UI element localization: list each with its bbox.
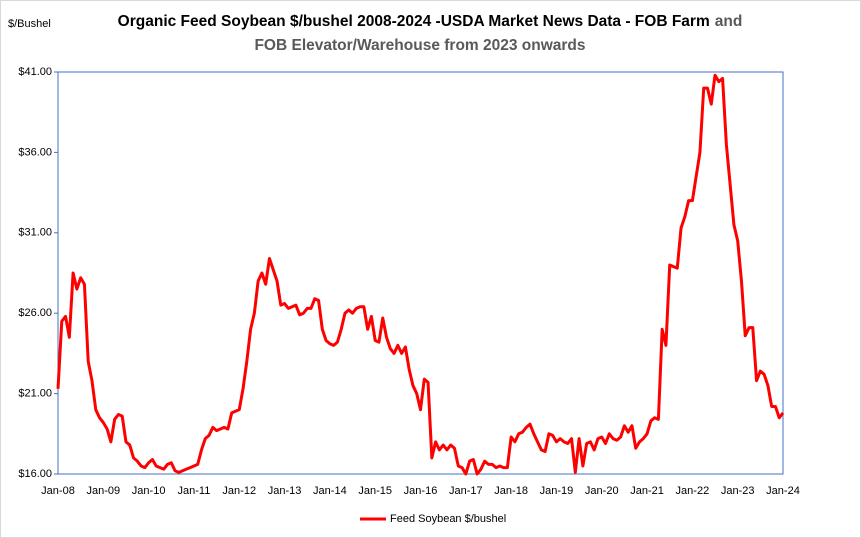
x-tick-label: Jan-15 [358, 485, 392, 497]
y-tick-label: $41.00 [18, 66, 52, 78]
y-axis-label: $/Bushel [8, 18, 51, 30]
y-tick-label: $36.00 [18, 146, 52, 158]
x-tick-label: Jan-10 [132, 485, 166, 497]
x-tick-label: Jan-19 [540, 485, 574, 497]
x-tick-label: Jan-11 [178, 485, 211, 497]
y-tick-label: $31.00 [18, 227, 52, 239]
x-tick-label: Jan-12 [222, 485, 256, 497]
x-tick-label: Jan-18 [494, 485, 528, 497]
x-tick-label: Jan-24 [766, 485, 800, 497]
y-tick-label: $21.00 [18, 388, 52, 400]
chart-title: FOB Elevator/Warehouse from 2023 onwards [254, 37, 585, 54]
x-tick-label: Jan-14 [313, 485, 347, 497]
title-segment: and [715, 13, 743, 30]
legend-label: Feed Soybean $/bushel [390, 513, 506, 525]
y-tick-label: $16.00 [18, 468, 52, 480]
title-segment: FOB Elevator/Warehouse from 2023 onwards [254, 37, 585, 54]
x-tick-label: Jan-13 [268, 485, 302, 497]
x-tick-label: Jan-22 [676, 485, 710, 497]
plot-area [57, 71, 784, 475]
data-line [56, 73, 785, 476]
x-tick-label: Jan-09 [86, 485, 120, 497]
chart-title: Organic Feed Soybean $/bushel 2008-2024 … [118, 13, 743, 30]
y-tick-label: $26.00 [18, 307, 52, 319]
x-tick-label: Jan-21 [630, 485, 664, 497]
x-tick-label: Jan-20 [585, 485, 619, 497]
title-segment: Organic Feed Soybean $/bushel 2008-2024 … [118, 13, 710, 30]
x-tick-label: Jan-17 [449, 485, 483, 497]
x-tick-label: Jan-08 [41, 485, 75, 497]
x-tick-label: Jan-16 [404, 485, 438, 497]
x-tick-label: Jan-23 [721, 485, 755, 497]
